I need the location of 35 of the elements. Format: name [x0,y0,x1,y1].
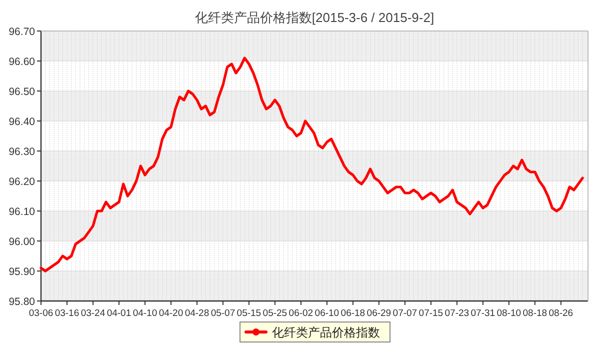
y-tick-label: 96.40 [8,116,36,128]
y-tick-label: 95.80 [8,296,36,308]
y-tick-label: 96.10 [8,206,36,218]
x-tick-label: 08-18 [522,308,548,319]
x-tick-label: 05-15 [236,308,262,319]
x-tick-label: 03-24 [80,308,106,319]
x-tick-label: 04-01 [106,308,132,319]
x-tick-label: 07-15 [418,308,444,319]
y-tick-label: 96.20 [8,176,36,188]
y-tick-label: 96.60 [8,56,36,68]
x-tick-label: 03-16 [54,308,80,319]
x-tick-label: 06-18 [340,308,366,319]
x-tick-label: 04-10 [132,308,158,319]
y-tick-label: 96.70 [8,26,36,38]
chart-title: 化纤类产品价格指数[2015-3-6 / 2015-9-2] [194,10,434,25]
x-tick-label: 06-10 [314,308,340,319]
x-tick-label: 05-07 [210,308,236,319]
y-tick-label: 96.30 [8,146,36,158]
y-tick-label: 96.00 [8,236,36,248]
legend: 化纤类产品价格指数 [240,322,390,342]
x-tick-label: 08-26 [548,308,574,319]
x-tick-label: 04-28 [184,308,210,319]
line-series [40,56,584,272]
x-tick-label: 04-20 [158,308,184,319]
x-tick-label: 07-31 [470,308,496,319]
y-tick-label: 95.90 [8,266,36,278]
x-tick-label: 06-29 [366,308,392,319]
x-tick-label: 03-06 [28,308,54,319]
x-tick-label: 08-10 [496,308,522,319]
x-tick-label: 07-23 [444,308,470,319]
x-tick-label: 07-07 [392,308,418,319]
x-tick-label: 06-02 [288,308,314,319]
legend-label: 化纤类产品价格指数 [272,326,380,340]
y-tick-label: 96.50 [8,86,36,98]
x-tick-label: 05-25 [262,308,288,319]
